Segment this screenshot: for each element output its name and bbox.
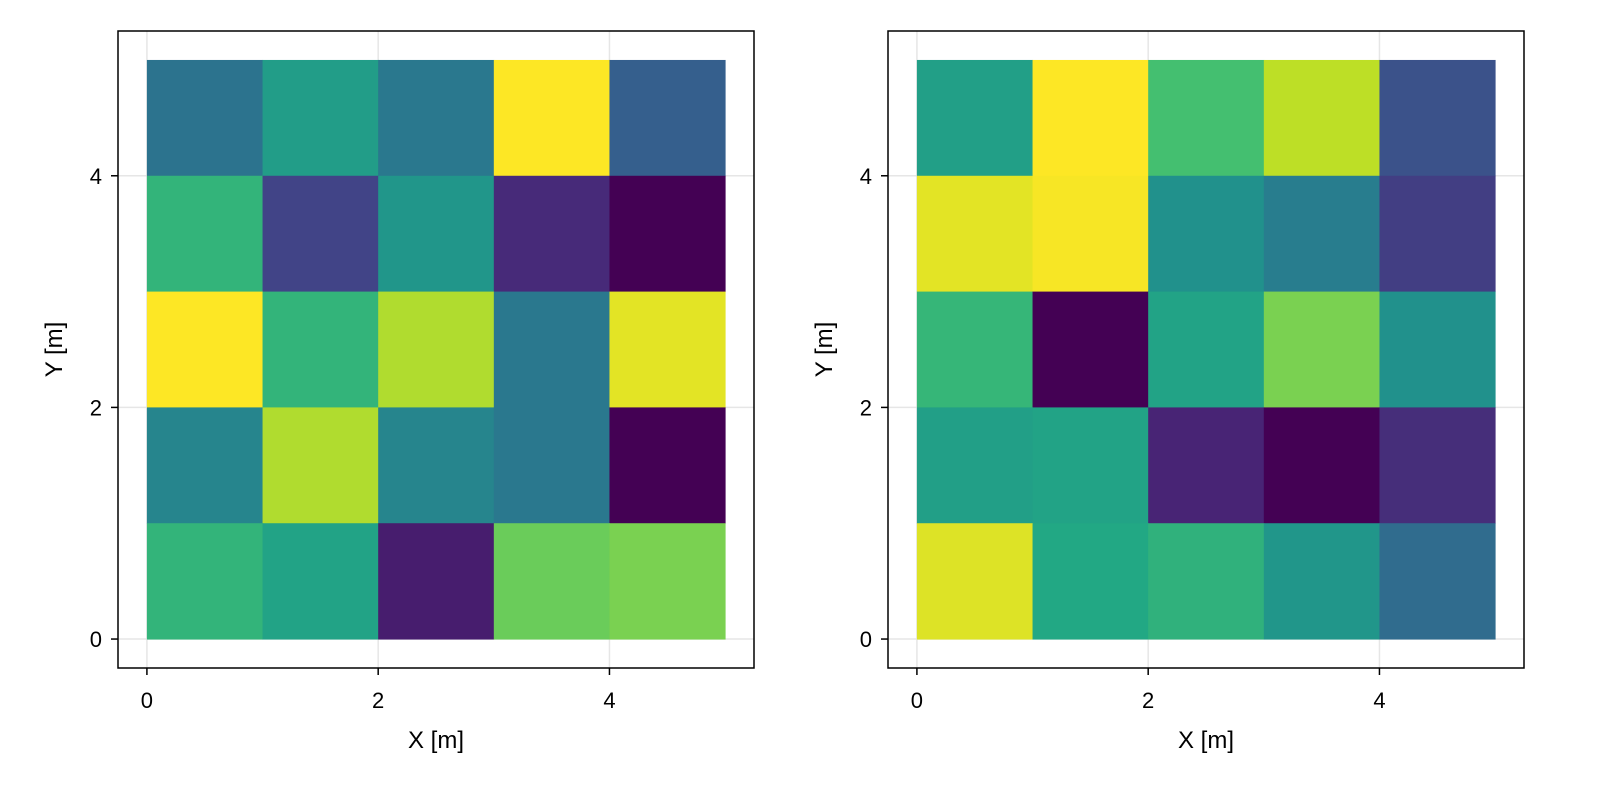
y-tick-label: 4: [860, 164, 872, 189]
heatmap-cell: [916, 59, 1034, 177]
heatmap-cell: [1379, 59, 1496, 177]
y-tick-label: 2: [90, 395, 102, 420]
heatmap-cell: [146, 523, 264, 640]
axes-frame: [117, 30, 755, 669]
heatmap-cell: [1032, 175, 1149, 293]
heatmap-cell: [916, 407, 1034, 524]
heatmap-cell: [1032, 291, 1149, 408]
heatmap-cell: [378, 407, 495, 524]
heatmap-cell: [916, 291, 1034, 408]
y-tick-label: 2: [860, 395, 872, 420]
heatmap-panel-left: 0 2 4 0 2 4 X [m] Y [m]: [41, 30, 755, 754]
heatmap-cell: [378, 291, 495, 408]
y-tick-label: 0: [90, 627, 102, 652]
heatmap-cell: [609, 291, 726, 408]
heatmap-cell: [146, 175, 264, 293]
heatmap-cell: [1148, 291, 1265, 408]
heatmap-cell: [493, 175, 610, 293]
heatmap-cell: [262, 523, 379, 640]
y-axis-label: Y [m]: [811, 322, 838, 378]
heatmap-cell: [493, 291, 610, 408]
heatmap-cell: [493, 523, 610, 640]
heatmap-cell: [1148, 523, 1265, 640]
x-axis-label: X [m]: [1178, 727, 1234, 754]
heatmap-cell: [609, 175, 726, 293]
heatmap-cell: [1032, 59, 1149, 177]
y-tick-label: 0: [860, 627, 872, 652]
y-axis-label: Y [m]: [41, 322, 68, 378]
x-tick-label: 2: [372, 688, 384, 713]
heatmap-cell: [609, 523, 726, 640]
heatmap-cell: [609, 407, 726, 524]
x-tick-label: 4: [1373, 688, 1385, 713]
heatmap-cell: [1263, 59, 1380, 177]
heatmap-cell: [493, 407, 610, 524]
heatmap-cell: [262, 291, 379, 408]
heatmap-cell: [1148, 175, 1265, 293]
heatmap-cell: [1032, 523, 1149, 640]
heatmap-cell: [1379, 175, 1496, 293]
heatmap-cell: [1148, 59, 1265, 177]
heatmap-cell: [1379, 523, 1496, 640]
heatmap-cell: [1379, 407, 1496, 524]
heatmap-cell: [916, 523, 1034, 640]
heatmap-cell: [1263, 523, 1380, 640]
heatmap-cell: [493, 59, 610, 177]
heatmap-cell: [1379, 291, 1496, 408]
heatmap-cell: [262, 175, 379, 293]
heatmap-cell: [146, 59, 264, 177]
heatmap-cell: [1032, 407, 1149, 524]
heatmap-cell: [1263, 175, 1380, 293]
x-tick-label: 0: [911, 688, 923, 713]
x-tick-label: 2: [1142, 688, 1154, 713]
heatmap-cell: [378, 523, 495, 640]
heatmap-cell: [916, 175, 1034, 293]
heatmap-cell: [1148, 407, 1265, 524]
heatmap-panel-right: 0 2 4 0 2 4 X [m] Y [m]: [811, 30, 1525, 754]
heatmap-cell: [378, 175, 495, 293]
axes-frame: [887, 30, 1525, 669]
heatmap-cell: [146, 407, 264, 524]
heatmap-cell: [262, 407, 379, 524]
heatmap-cell: [1263, 291, 1380, 408]
x-tick-label: 4: [603, 688, 615, 713]
x-tick-label: 0: [141, 688, 153, 713]
y-tick-label: 4: [90, 164, 102, 189]
heatmap-cell: [262, 59, 379, 177]
heatmap-cell: [1263, 407, 1380, 524]
heatmap-cell: [146, 291, 264, 408]
x-axis-label: X [m]: [408, 727, 464, 754]
heatmap-cell: [609, 59, 726, 177]
heatmap-cell: [378, 59, 495, 177]
